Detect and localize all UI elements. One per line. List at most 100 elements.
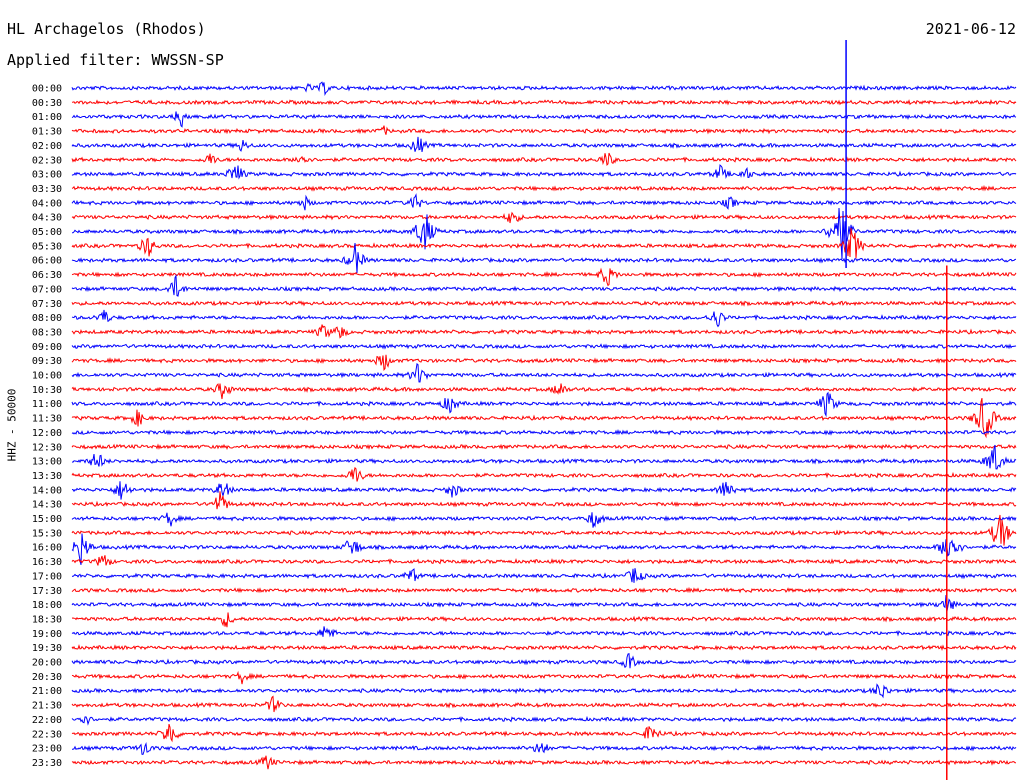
trace-row <box>71 184 1017 192</box>
trace-row <box>71 626 1017 638</box>
trace-row <box>71 644 1017 651</box>
trace-row <box>71 595 1017 612</box>
row-label: 08:30 <box>32 327 62 338</box>
row-labels: 00:00 00:30 01:00 01:30 02:00 02:30 03:00 03:30… <box>32 84 62 769</box>
seismic-traces <box>71 40 1017 780</box>
row-label: 10:00 <box>32 371 62 382</box>
trace-row <box>71 443 1017 451</box>
trace-row <box>71 481 1017 500</box>
row-label: 22:00 <box>32 715 62 726</box>
trace-row <box>71 428 1017 436</box>
trace-row <box>71 211 1017 224</box>
row-label: 07:00 <box>32 284 62 295</box>
row-label: 23:00 <box>32 744 62 755</box>
row-label: 18:30 <box>32 614 62 625</box>
trace-row <box>71 723 1017 743</box>
row-label: 04:00 <box>32 198 62 209</box>
date-label: 2021-06-12 <box>925 20 1016 38</box>
row-label: 16:30 <box>32 557 62 568</box>
row-label: 20:00 <box>32 658 62 669</box>
trace-row <box>71 653 1017 669</box>
trace-row <box>71 274 1017 297</box>
row-label: 06:30 <box>32 270 62 281</box>
row-label: 09:30 <box>32 356 62 367</box>
row-label: 20:30 <box>32 672 62 683</box>
trace-row <box>71 514 1017 546</box>
trace-row <box>71 81 1017 96</box>
trace-row <box>71 383 1017 400</box>
trace-row <box>71 363 1017 383</box>
row-label: 06:00 <box>32 256 62 267</box>
row-label: 01:30 <box>32 127 62 138</box>
trace-row <box>71 533 1017 566</box>
trace-row <box>71 683 1017 699</box>
trace-row <box>71 670 1017 685</box>
row-label: 13:30 <box>32 471 62 482</box>
row-label: 11:30 <box>32 414 62 425</box>
row-label: 05:00 <box>32 227 62 238</box>
trace-row <box>71 228 1017 259</box>
trace-row <box>71 193 1017 211</box>
trace-row <box>71 242 1017 274</box>
row-label: 00:00 <box>32 84 62 95</box>
row-label: 23:30 <box>32 758 62 769</box>
trace-row <box>71 125 1017 135</box>
trace-row <box>72 741 1017 755</box>
row-label: 14:00 <box>32 485 62 496</box>
row-label: 18:00 <box>32 600 62 611</box>
trace-row <box>71 568 1017 583</box>
row-label: 05:30 <box>32 241 62 252</box>
trace-row <box>71 491 1017 510</box>
trace-row <box>71 512 1017 528</box>
trace-row <box>71 612 1017 628</box>
trace-row <box>71 98 1017 106</box>
trace-row <box>71 164 1017 180</box>
trace-row <box>71 299 1017 307</box>
row-label: 03:00 <box>32 170 62 181</box>
row-label: 11:00 <box>32 399 62 410</box>
row-label: 16:00 <box>32 543 62 554</box>
row-label: 00:30 <box>32 98 62 109</box>
trace-row <box>71 466 1017 482</box>
trace-row <box>71 755 1016 770</box>
row-label: 08:00 <box>32 313 62 324</box>
row-label: 12:30 <box>32 442 62 453</box>
row-label: 02:30 <box>32 155 62 166</box>
trace-row <box>71 343 1017 350</box>
row-label: 14:30 <box>32 500 62 511</box>
row-label: 19:30 <box>32 643 62 654</box>
trace-row <box>71 586 1017 594</box>
row-label: 17:00 <box>32 571 62 582</box>
row-label: 15:00 <box>32 514 62 525</box>
trace-row <box>71 267 1017 287</box>
trace-row <box>71 555 1017 566</box>
row-label: 19:00 <box>32 629 62 640</box>
trace-row <box>71 111 1017 128</box>
trace-row <box>71 397 1017 439</box>
row-label: 10:30 <box>32 385 62 396</box>
trace-row <box>71 324 1017 339</box>
row-label: 13:00 <box>32 457 62 468</box>
trace-row <box>71 354 1017 371</box>
row-label: 17:30 <box>32 586 62 597</box>
trace-row <box>71 136 1017 152</box>
row-label: 15:30 <box>32 528 62 539</box>
row-label: 04:30 <box>32 213 62 224</box>
trace-row <box>71 309 1017 328</box>
trace-row <box>71 444 1017 470</box>
station-title: HL Archagelos (Rhodos) <box>7 20 206 38</box>
trace-row <box>71 695 1017 713</box>
row-label: 21:30 <box>32 701 62 712</box>
row-label: 07:30 <box>32 299 62 310</box>
row-label: 03:30 <box>32 184 62 195</box>
trace-row <box>71 152 1017 166</box>
filter-label: Applied filter: WWSSN-SP <box>7 51 224 69</box>
trace-row <box>71 391 1017 418</box>
row-label: 21:00 <box>32 686 62 697</box>
trace-row <box>72 207 1017 260</box>
row-label: 09:00 <box>32 342 62 353</box>
row-label: 01:00 <box>32 112 62 123</box>
trace-row <box>71 715 1017 726</box>
row-label: 12:00 <box>32 428 62 439</box>
